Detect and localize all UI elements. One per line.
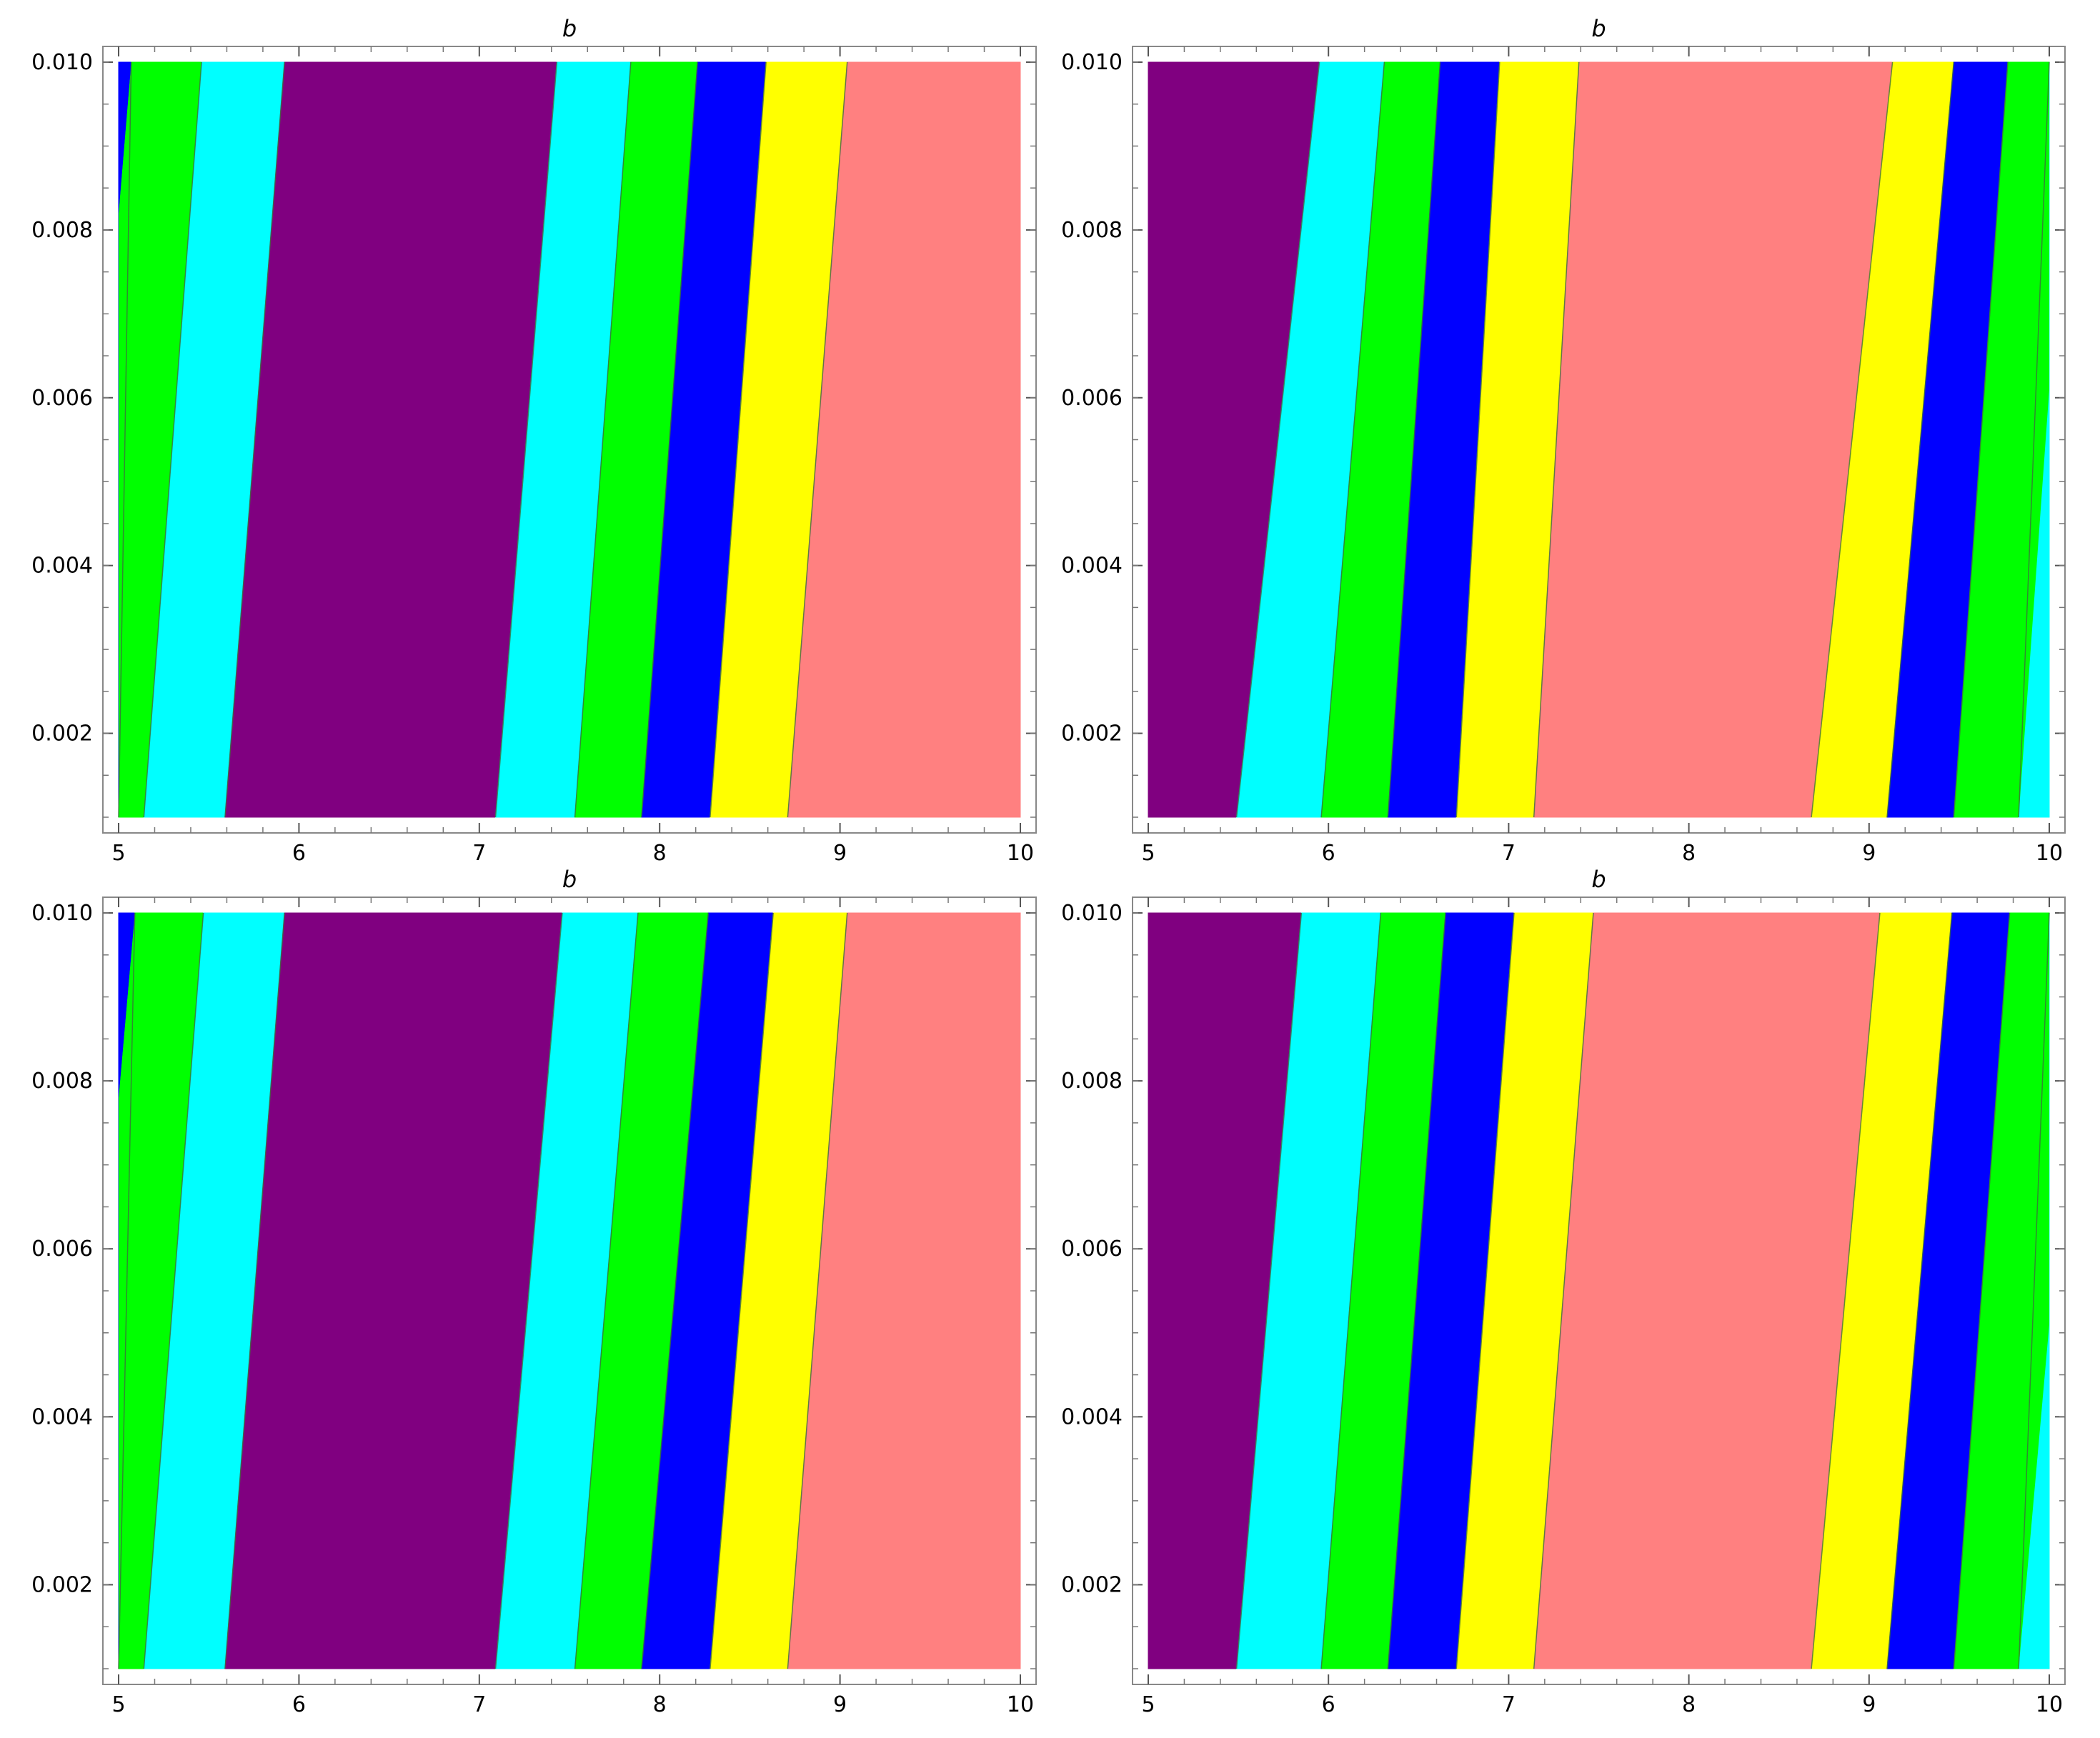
contour-panel-top-right: b 5 6 7 8 9 10 0.002 0.004 0.006 0.008 0.010 [1061, 15, 2066, 866]
y-tick-label: 0.008 [31, 218, 93, 243]
y-tick-label: 0.004 [1061, 1404, 1123, 1429]
contour-line [1886, 61, 1955, 818]
y-tick-label: 0.008 [1061, 1069, 1123, 1094]
contour-panel-bottom-left: b 5 6 7 8 9 10 0.002 0.004 0.006 0.008 0.010 [31, 866, 1037, 1717]
contour-line [1953, 912, 2011, 1669]
x-tick-label: 8 [1682, 1692, 1696, 1717]
x-tick-label: 10 [1007, 1692, 1034, 1717]
x-tick-label: 5 [1141, 841, 1155, 866]
x-tick-label: 7 [472, 1692, 486, 1717]
contour-line [118, 61, 132, 818]
contour-line [1953, 61, 2009, 818]
contour-line [2018, 912, 2050, 1669]
contour-line [574, 912, 639, 1669]
region-green [1954, 62, 2049, 817]
contour-line [1320, 912, 1382, 1669]
y-tick-label: 0.006 [31, 1237, 93, 1262]
y-tick-label: 0.002 [31, 1572, 93, 1597]
y-tick-label: 0.004 [31, 554, 93, 579]
y-tick-label: 0.006 [1061, 386, 1123, 411]
x-tick-label: 5 [111, 1692, 125, 1717]
y-tick-label: 0.010 [31, 50, 93, 75]
y-tick-label: 0.006 [1061, 1237, 1123, 1262]
y-tick-label: 0.010 [1061, 50, 1123, 75]
contour-line [710, 912, 774, 1669]
contour-line [574, 61, 632, 818]
x-tick-label: 8 [653, 841, 667, 866]
x-tick-label: 10 [2036, 841, 2063, 866]
contour-line [1387, 61, 1441, 818]
region-cyan [2019, 1324, 2049, 1669]
y-tick-label: 0.008 [31, 1069, 93, 1094]
contour-line [1320, 61, 1385, 818]
contour-line [1886, 912, 1953, 1669]
contour-line [1533, 61, 1580, 818]
region-green [119, 62, 202, 817]
x-tick-label: 9 [833, 1692, 847, 1717]
x-tick-label: 6 [1322, 841, 1335, 866]
contour-line [1455, 912, 1515, 1669]
contour-line [224, 912, 285, 1669]
x-tick-label: 7 [1502, 1692, 1516, 1717]
x-tick-label: 7 [1502, 841, 1516, 866]
x-tick-label: 8 [1682, 841, 1696, 866]
contour-line [641, 912, 710, 1669]
contour-line [1533, 912, 1594, 1669]
y-tick-label: 0.004 [1061, 554, 1123, 579]
panel-title: b [562, 15, 577, 42]
y-tick-label: 0.010 [1061, 901, 1123, 926]
region-blue [119, 913, 135, 1098]
contour-line [494, 912, 563, 1669]
contour-line [787, 61, 848, 818]
x-tick-label: 10 [2036, 1692, 2063, 1717]
y-tick-label: 0.002 [31, 721, 93, 746]
contour-line [1235, 912, 1303, 1669]
x-tick-label: 6 [1322, 1692, 1335, 1717]
contour-line [710, 61, 767, 818]
contour-line [641, 61, 698, 818]
contour-panel-bottom-right: b 5 6 7 8 9 10 0.002 0.004 0.006 0.008 0.010 [1061, 866, 2066, 1717]
x-tick-label: 6 [292, 1692, 306, 1717]
contour-line [1811, 912, 1881, 1669]
y-tick-label: 0.008 [1061, 218, 1123, 243]
y-tick-label: 0.010 [31, 901, 93, 926]
x-tick-label: 10 [1007, 841, 1034, 866]
y-tick-label: 0.004 [31, 1404, 93, 1429]
contour-line [224, 61, 285, 818]
contour-line [1811, 61, 1894, 818]
x-tick-label: 9 [1862, 1692, 1876, 1717]
y-tick-label: 0.002 [1061, 721, 1123, 746]
region-blue [119, 62, 131, 214]
y-tick-label: 0.002 [1061, 1572, 1123, 1597]
x-tick-label: 9 [833, 841, 847, 866]
x-tick-label: 7 [472, 841, 486, 866]
contour-line [1387, 912, 1446, 1669]
x-tick-label: 5 [111, 841, 125, 866]
contour-line [494, 61, 558, 818]
x-tick-label: 9 [1862, 841, 1876, 866]
contour-panel-top-left: b 5 6 7 8 9 10 0.002 0.004 0.006 0.008 0.010 [31, 15, 1037, 866]
contour-line [143, 912, 204, 1669]
contour-line [2018, 61, 2050, 818]
panel-title: b [1591, 15, 1606, 42]
x-tick-label: 5 [1141, 1692, 1155, 1717]
y-tick-label: 0.006 [31, 386, 93, 411]
contour-line [143, 61, 202, 818]
contour-line [1235, 61, 1320, 818]
contour-line [787, 912, 848, 1669]
contour-line [1455, 61, 1501, 818]
panel-title: b [562, 866, 577, 893]
region-green [119, 913, 204, 1669]
panel-title: b [1591, 866, 1606, 893]
region-green [1954, 913, 2049, 1669]
contour-line [118, 912, 136, 1669]
x-tick-label: 6 [292, 841, 306, 866]
x-tick-label: 8 [653, 1692, 667, 1717]
